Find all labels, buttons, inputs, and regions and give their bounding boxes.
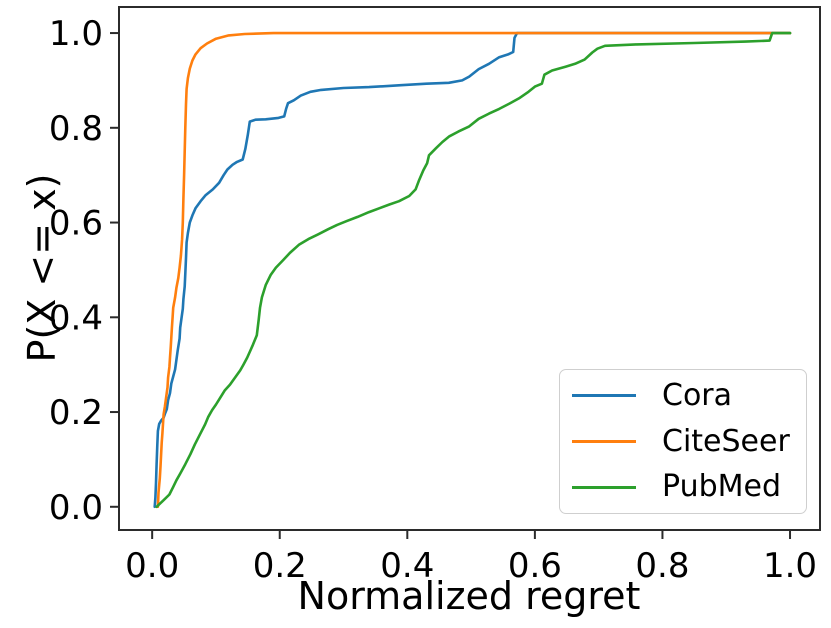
x-tick-label: 1.0 [763,546,817,586]
pubmed-line-sample [572,485,636,489]
series-line-pubmed [155,31,792,509]
plot-area [118,6,821,531]
legend-entry-pubmed: PubMed [572,465,800,509]
legend: Cora CiteSeer PubMed [559,369,807,514]
y-tick-label: 1.0 [49,14,103,54]
ticks-group: 0.0 0.2 0.4 0.6 0.8 1.0 0.0 0.2 0.4 0.6 0.8 1.0 [49,14,817,586]
series-line-cora [153,31,792,509]
x-axis-label: Normalized regret [298,574,641,618]
y-tick-label: 0.8 [49,109,103,149]
x-tick-label: 0.4 [380,546,434,586]
legend-entry-citeseer: CiteSeer [572,420,800,464]
y-tick-label: 0.6 [49,204,103,244]
legend-label-pubmed: PubMed [662,469,782,505]
x-tick-label: 0.8 [635,546,689,586]
y-axis-label: P(X <= x) [20,174,64,363]
x-tick-label: 0.2 [253,546,307,586]
cora-line-sample [572,394,636,398]
x-tick-label: 0.0 [125,546,179,586]
legend-label-cora: Cora [662,377,733,413]
y-tick-label: 0.0 [49,488,103,528]
y-tick-label: 0.4 [49,298,103,338]
y-tick-label: 0.2 [49,393,103,433]
citeseer-line-sample [572,440,636,443]
x-tick-label: 0.6 [508,546,562,586]
legend-label-citeseer: CiteSeer [662,423,790,459]
series-line-citeseer [156,31,792,509]
series-group [153,31,792,509]
legend-entry-cora: Cora [572,374,800,418]
